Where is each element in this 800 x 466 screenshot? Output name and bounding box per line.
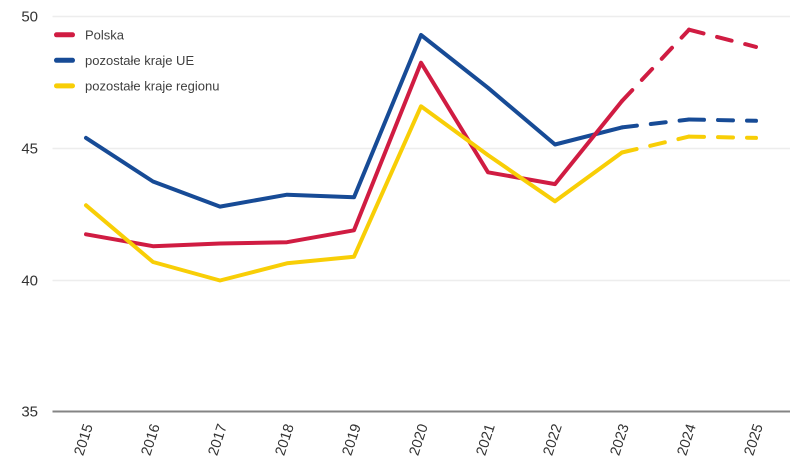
svg-text:45: 45: [21, 141, 38, 158]
svg-text:50: 50: [21, 9, 38, 26]
svg-text:Polska: Polska: [85, 27, 125, 42]
svg-text:pozostałe kraje regionu: pozostałe kraje regionu: [85, 78, 219, 93]
svg-text:40: 40: [21, 273, 38, 290]
svg-text:pozostałe kraje UE: pozostałe kraje UE: [85, 53, 194, 68]
svg-text:35: 35: [21, 404, 38, 421]
